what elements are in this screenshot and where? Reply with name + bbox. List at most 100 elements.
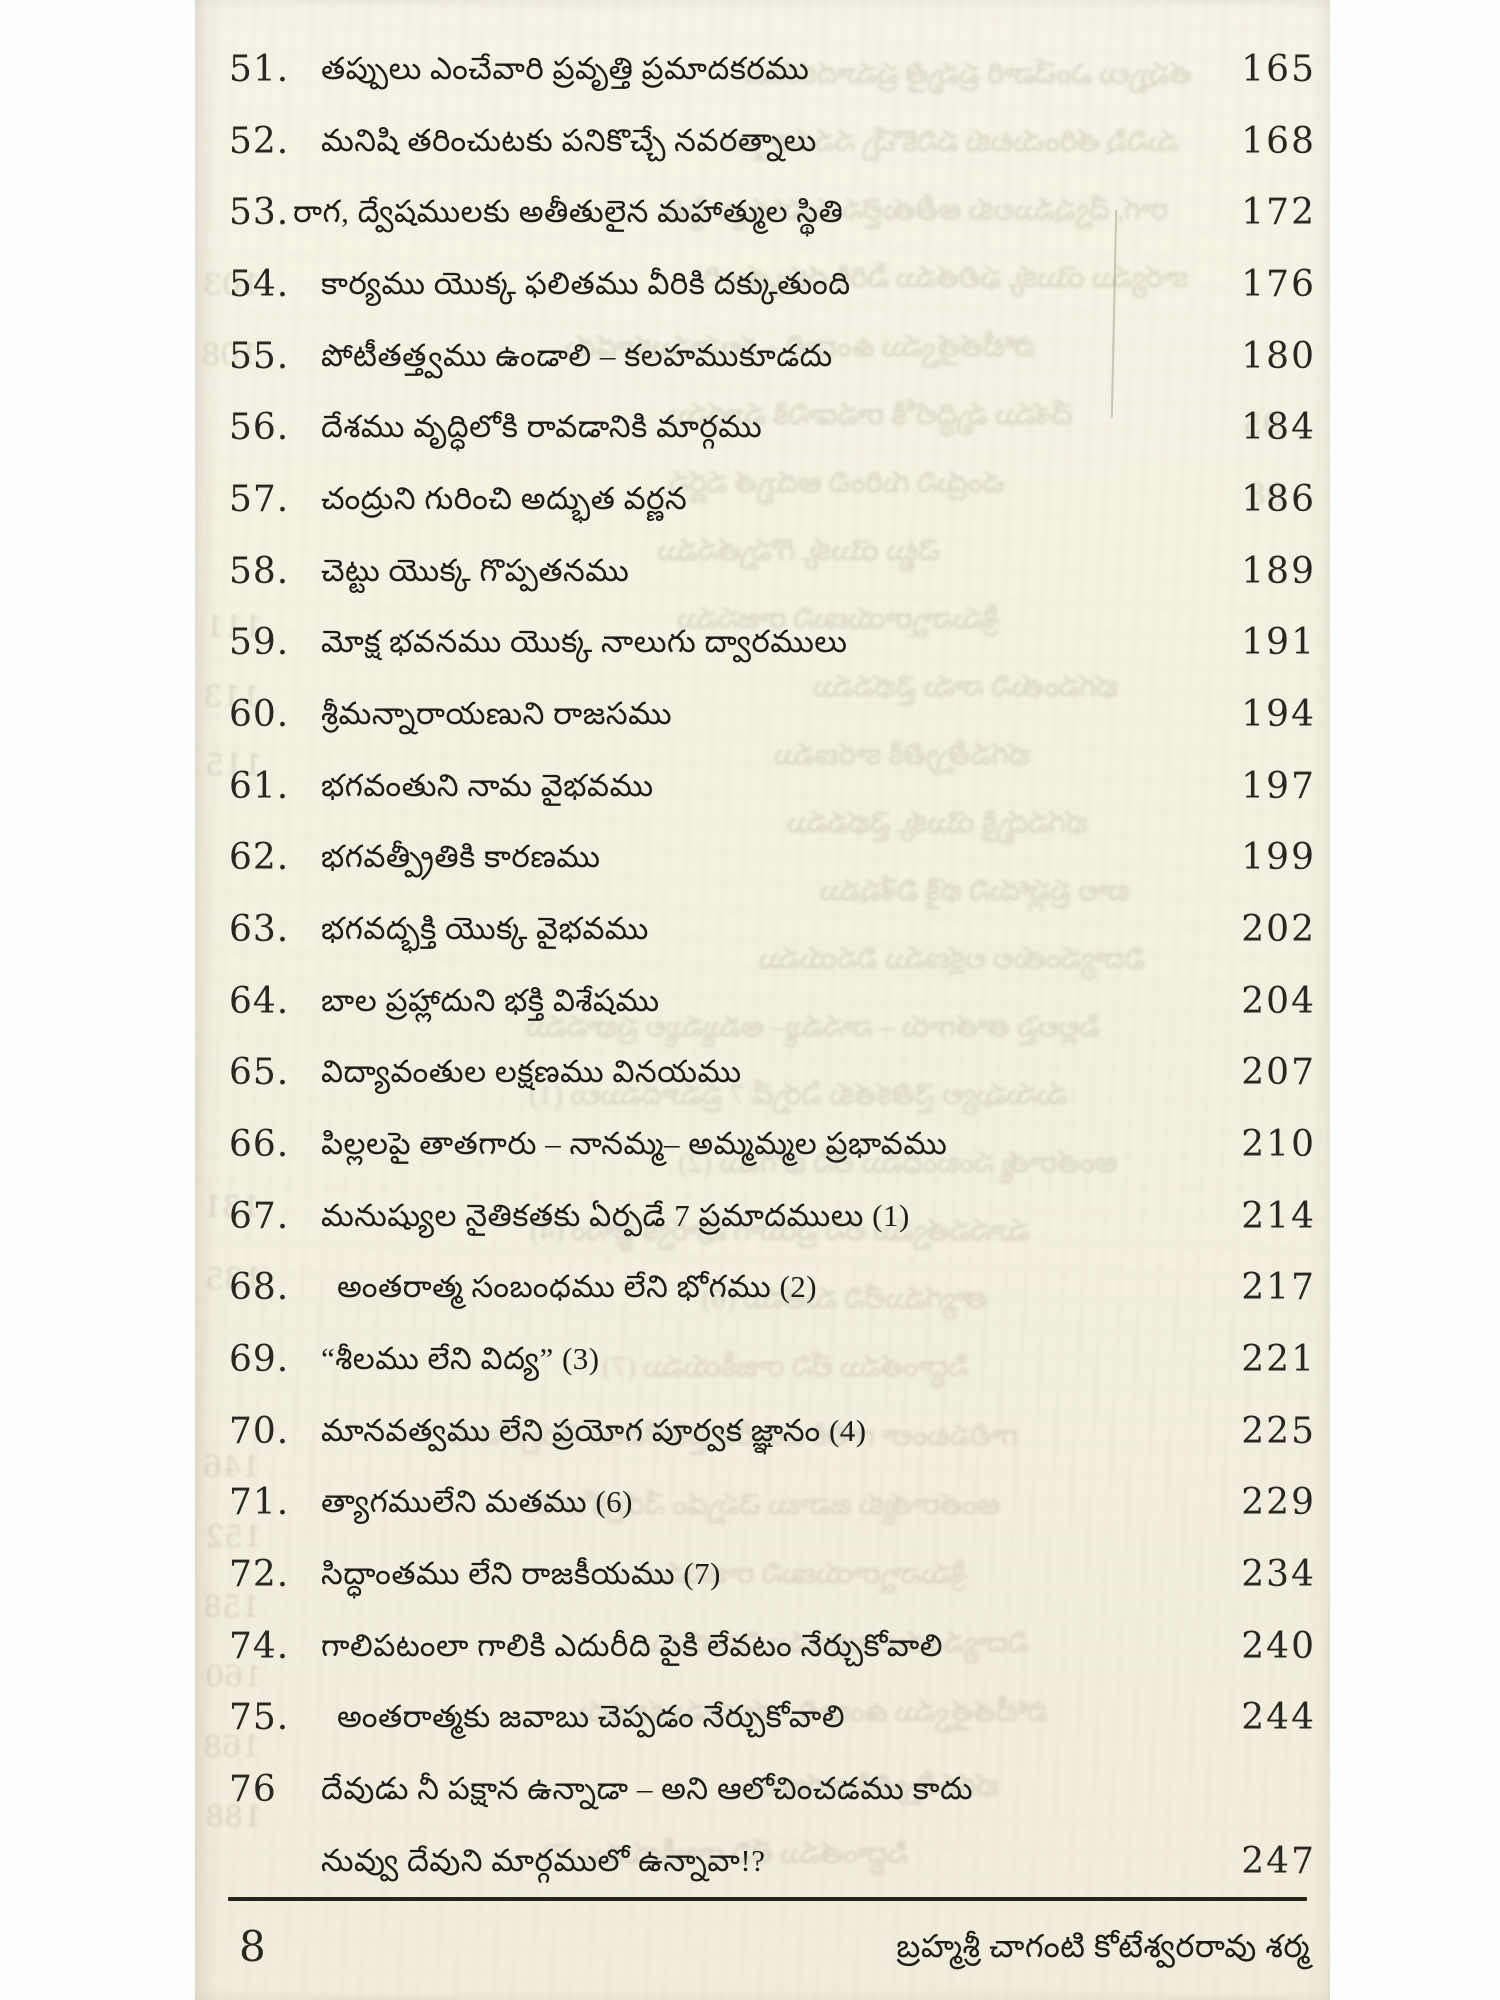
toc-item-number: 51.: [229, 49, 290, 90]
toc-item-page-number: 197: [1241, 765, 1316, 807]
toc-item-number: 54.: [229, 264, 290, 305]
toc-item-title: పిల్లలపై తాతగారు – నానమ్మ– అమ్మమ్మల ప్రభ…: [321, 1126, 948, 1162]
toc-item-title: పోటీతత్త్వము ఉండాలి – కలహముకూడదు: [321, 337, 833, 373]
toc-item-number: 63.: [229, 909, 290, 951]
toc-item-page-number: 172: [1241, 192, 1316, 234]
toc-row: 61. భగవంతుని నామ వైభవము 197: [195, 767, 1330, 827]
toc-item-number: 68.: [229, 1267, 290, 1309]
toc-item-number: 58.: [229, 550, 290, 592]
toc-item-page-number: 244: [1241, 1697, 1316, 1739]
toc-item-title: సిద్ధాంతము లేని రాజకీయము (7): [321, 1556, 721, 1592]
toc-row: 63. భగవద్భక్తి యొక్క వైభవము 202: [195, 910, 1330, 970]
toc-item-title: మనిషి తరించుటకు పనికొచ్చే నవరత్నాలు: [321, 122, 817, 158]
toc-row: 60. శ్రీమన్నారాయణుని రాజసము 194: [195, 695, 1330, 755]
toc-row: 55. పోటీతత్త్వము ఉండాలి – కలహముకూడదు 180: [195, 337, 1330, 397]
toc-item-title: అంతరాత్మ సంబంధము లేని భోగము (2): [337, 1269, 818, 1305]
toc-row: 64. బాల ప్రహ్లాదుని భక్తి విశేషము 204: [195, 982, 1330, 1042]
toc-row: 71. త్యాగములేని మతము (6) 229: [195, 1483, 1330, 1543]
toc-item-number: 64.: [229, 980, 290, 1022]
toc-item-number: 52.: [229, 120, 290, 162]
toc-item-title: రాగ, ద్వేషములకు అతీతులైన మహాత్ముల స్థితి: [293, 194, 844, 230]
toc-item-title: మానవత్వము లేని ప్రయోగ పూర్వక జ్ఞానం (4): [321, 1412, 867, 1448]
toc-item-number: 66.: [229, 1124, 290, 1166]
toc-row: 76 దేవుడు నీ పక్షాన ఉన్నాడా – అని ఆలోచించ…: [195, 1770, 1330, 1830]
toc-item-number: 55.: [229, 335, 290, 377]
toc-item-title: శ్రీమన్నారాయణుని రాజసము: [321, 696, 673, 732]
toc-item-page-number: 165: [1241, 49, 1316, 90]
toc-row: 51. తప్పులు ఎంచేవారి ప్రవృత్తి ప్రమాదకరము…: [195, 50, 1330, 110]
footer-divider: [228, 1897, 1307, 1901]
toc-item-title: భగవత్ప్రీతికి కారణము: [321, 839, 601, 875]
toc-row: 75. అంతరాత్మకు జవాబు చెప్పడం నేర్చుకోవాలి…: [195, 1698, 1330, 1758]
toc-item-title: తప్పులు ఎంచేవారి ప్రవృత్తి ప్రమాదకరము: [321, 51, 810, 86]
toc-item-page-number: 210: [1241, 1124, 1316, 1166]
toc-item-page-number: 194: [1241, 694, 1316, 736]
toc-item-number: 60.: [229, 694, 290, 736]
toc-item-page-number: 180: [1241, 335, 1316, 377]
toc-item-page-number: 214: [1241, 1195, 1316, 1237]
toc-row-continuation: నువ్వు దేవుని మార్గములో ఉన్నావా!? 247: [195, 1842, 1330, 1902]
toc-item-number: 72.: [229, 1554, 290, 1596]
toc-item-page-number: 186: [1241, 479, 1316, 521]
toc-item-title: గాలిపటంలా గాలికి ఎదురీది పైకి లేవటం నేర్…: [321, 1627, 943, 1663]
toc-item-title: బాల ప్రహ్లాదుని భక్తి విశేషము: [321, 982, 660, 1018]
toc-item-page-number: 176: [1241, 264, 1316, 305]
toc-item-number: 71.: [229, 1482, 290, 1524]
toc-item-number: 53.: [229, 192, 290, 234]
book-page-scan: తప్పులు ఎంచేవారి ప్రవృత్తి ప్రమాదకరము మని…: [195, 0, 1330, 2000]
toc-item-page-number: 240: [1241, 1625, 1316, 1667]
toc-item-title: త్యాగములేని మతము (6): [321, 1484, 634, 1520]
folio-page-number: 8: [239, 1922, 266, 1971]
toc-item-title: నువ్వు దేవుని మార్గములో ఉన్నావా!?: [321, 1842, 766, 1878]
toc-item-page-number: 217: [1241, 1267, 1316, 1309]
toc-row: 67. మనుష్యుల నైతికతకు ఏర్పడే 7 ప్రమాదములు…: [195, 1197, 1330, 1257]
footer-author-name: బ్రహ్మశ్రీ చాగంటి కోటేశ్వరరావు శర్మ: [896, 1928, 1310, 1964]
toc-row: 72. సిద్ధాంతము లేని రాజకీయము (7) 234: [195, 1555, 1330, 1615]
toc-item-title: “శీలము లేని విద్య” (3): [321, 1341, 600, 1377]
toc-item-number: 56.: [229, 407, 290, 449]
toc-item-number: 57.: [229, 479, 290, 521]
toc-row: 53. రాగ, ద్వేషములకు అతీతులైన మహాత్ముల స్థ…: [195, 193, 1330, 253]
toc-item-number: 62.: [229, 837, 290, 879]
toc-item-number: 76: [229, 1769, 277, 1811]
toc-item-page-number: 204: [1241, 980, 1316, 1022]
toc-item-page-number: 189: [1241, 550, 1316, 592]
toc-item-number: 59.: [229, 622, 290, 664]
toc-item-page-number: 199: [1241, 837, 1316, 879]
toc-row: 65. విద్యావంతుల లక్షణము వినయము 207: [195, 1053, 1330, 1113]
toc-item-number: 67.: [229, 1195, 290, 1237]
toc-item-number: 65.: [229, 1052, 290, 1094]
toc-item-title: భగవంతుని నామ వైభవము: [321, 767, 654, 803]
toc-row: 70. మానవత్వము లేని ప్రయోగ పూర్వక జ్ఞానం (…: [195, 1412, 1330, 1472]
toc-item-page-number: 184: [1241, 407, 1316, 449]
toc-item-page-number: 225: [1241, 1410, 1316, 1452]
toc-row: 52. మనిషి తరించుటకు పనికొచ్చే నవరత్నాలు 16…: [195, 122, 1330, 182]
toc-row: 69. “శీలము లేని విద్య” (3) 221: [195, 1340, 1330, 1400]
toc-item-page-number: 247: [1241, 1840, 1316, 1882]
toc-row: 68. అంతరాత్మ సంబంధము లేని భోగము (2) 217: [195, 1268, 1330, 1328]
toc-item-title: మనుష్యుల నైతికతకు ఏర్పడే 7 ప్రమాదములు (1…: [321, 1197, 910, 1233]
toc-item-title: కార్యము యొక్క ఫలితము వీరికి దక్కుతుంది: [321, 266, 851, 301]
toc-item-page-number: 168: [1241, 120, 1316, 162]
toc-item-number: 70.: [229, 1410, 290, 1452]
toc-item-page-number: 207: [1241, 1052, 1316, 1094]
toc-row: 56. దేశము వృద్ధిలోకి రావడానికి మార్గము 184: [195, 408, 1330, 468]
toc-item-title: అంతరాత్మకు జవాబు చెప్పడం నేర్చుకోవాలి: [337, 1699, 846, 1735]
toc-row: 54. కార్యము యొక్క ఫలితము వీరికి దక్కుతుంద…: [195, 265, 1330, 325]
toc-item-title: దేవుడు నీ పక్షాన ఉన్నాడా – అని ఆలోచించడమ…: [321, 1771, 974, 1807]
toc-item-title: దేశము వృద్ధిలోకి రావడానికి మార్గము: [321, 409, 763, 445]
toc-item-number: 74.: [229, 1625, 290, 1667]
toc-item-page-number: 191: [1241, 622, 1316, 664]
toc-item-page-number: 229: [1241, 1482, 1316, 1524]
toc-row: 58. చెట్టు యొక్క గొప్పతనము 189: [195, 552, 1330, 612]
toc-row: 66. పిల్లలపై తాతగారు – నానమ్మ– అమ్మమ్మల ప…: [195, 1125, 1330, 1185]
toc-item-page-number: 202: [1241, 909, 1316, 951]
toc-item-title: భగవద్భక్తి యొక్క వైభవము: [321, 911, 649, 947]
toc-item-title: మోక్ష భవనము యొక్క నాలుగు ద్వారములు: [321, 624, 848, 660]
toc-item-number: 75.: [229, 1697, 290, 1739]
toc-item-number: 69.: [229, 1339, 290, 1381]
toc-row: 57. చంద్రుని గురించి అద్భుత వర్ణన 186: [195, 480, 1330, 540]
toc-item-page-number: 234: [1241, 1554, 1316, 1596]
toc-item-page-number: 221: [1241, 1339, 1316, 1381]
